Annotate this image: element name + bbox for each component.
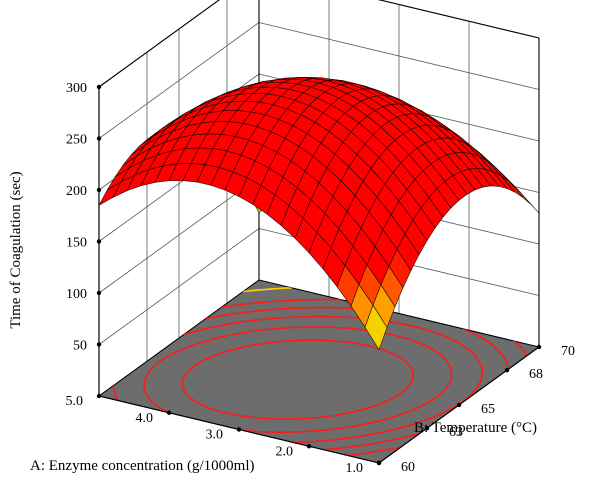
axis-labels: Time of Coagulation (sec) A: Enzyme conc…	[8, 171, 537, 474]
axes: 50 100 150 200 250 300 1.0 2.0 3.0 4.0 5.0 60 63 65 68…	[66, 81, 576, 476]
z-tick-label: 100	[66, 287, 87, 302]
contour-line	[243, 287, 292, 293]
frame-edge	[98, 0, 220, 88]
z-tick-mark	[96, 290, 102, 296]
z-tick-mark	[96, 187, 102, 193]
a-tick-mark	[96, 393, 102, 399]
floor-contours	[112, 287, 528, 457]
z-tick-mark	[96, 136, 102, 141]
b-tick-label: 65	[481, 402, 495, 417]
wall-grid-line	[98, 22, 260, 139]
contour-line	[181, 339, 414, 420]
z-tick-label: 300	[66, 81, 87, 96]
contour-line	[112, 315, 483, 444]
a-tick-label: 3.0	[206, 428, 224, 443]
contour-line	[143, 326, 453, 433]
wall-grid-line	[258, 22, 540, 90]
a-tick-mark	[236, 427, 242, 432]
z-tick-mark	[96, 342, 102, 347]
b-tick-mark	[424, 426, 430, 431]
response-surface	[98, 77, 540, 351]
b-tick-label: 60	[401, 460, 415, 475]
b-tick-label: 63	[449, 425, 463, 440]
z-tick-mark	[96, 239, 102, 244]
y-axis-title: B: Temperature (°C)	[414, 420, 537, 436]
frame-edge	[377, 0, 540, 39]
a-tick-label: 5.0	[66, 394, 84, 409]
wall-grid-line	[98, 176, 260, 294]
surface-cell	[364, 304, 388, 351]
x-axis-title: A: Enzyme concentration (g/1000ml)	[30, 458, 255, 474]
z-axis-title: Time of Coagulation (sec)	[8, 171, 24, 328]
a-tick-mark	[166, 410, 172, 415]
z-tick-mark	[96, 84, 102, 90]
a-tick-label: 4.0	[136, 411, 154, 426]
z-tick-label: 250	[66, 133, 87, 148]
b-tick-label: 68	[529, 367, 543, 382]
b-tick-mark	[376, 460, 382, 466]
contour-line	[221, 298, 528, 457]
a-tick-label: 2.0	[276, 444, 294, 459]
z-tick-label: 150	[66, 236, 87, 251]
a-tick-mark	[306, 444, 312, 449]
z-tick-label: 50	[73, 339, 87, 354]
b-tick-label: 70	[561, 344, 575, 359]
b-tick-mark	[504, 368, 510, 373]
wall-grid-line	[98, 228, 260, 345]
z-tick-label: 200	[66, 184, 87, 199]
a-tick-label: 1.0	[346, 461, 364, 476]
b-tick-mark	[456, 402, 462, 408]
b-tick-mark	[536, 344, 542, 350]
